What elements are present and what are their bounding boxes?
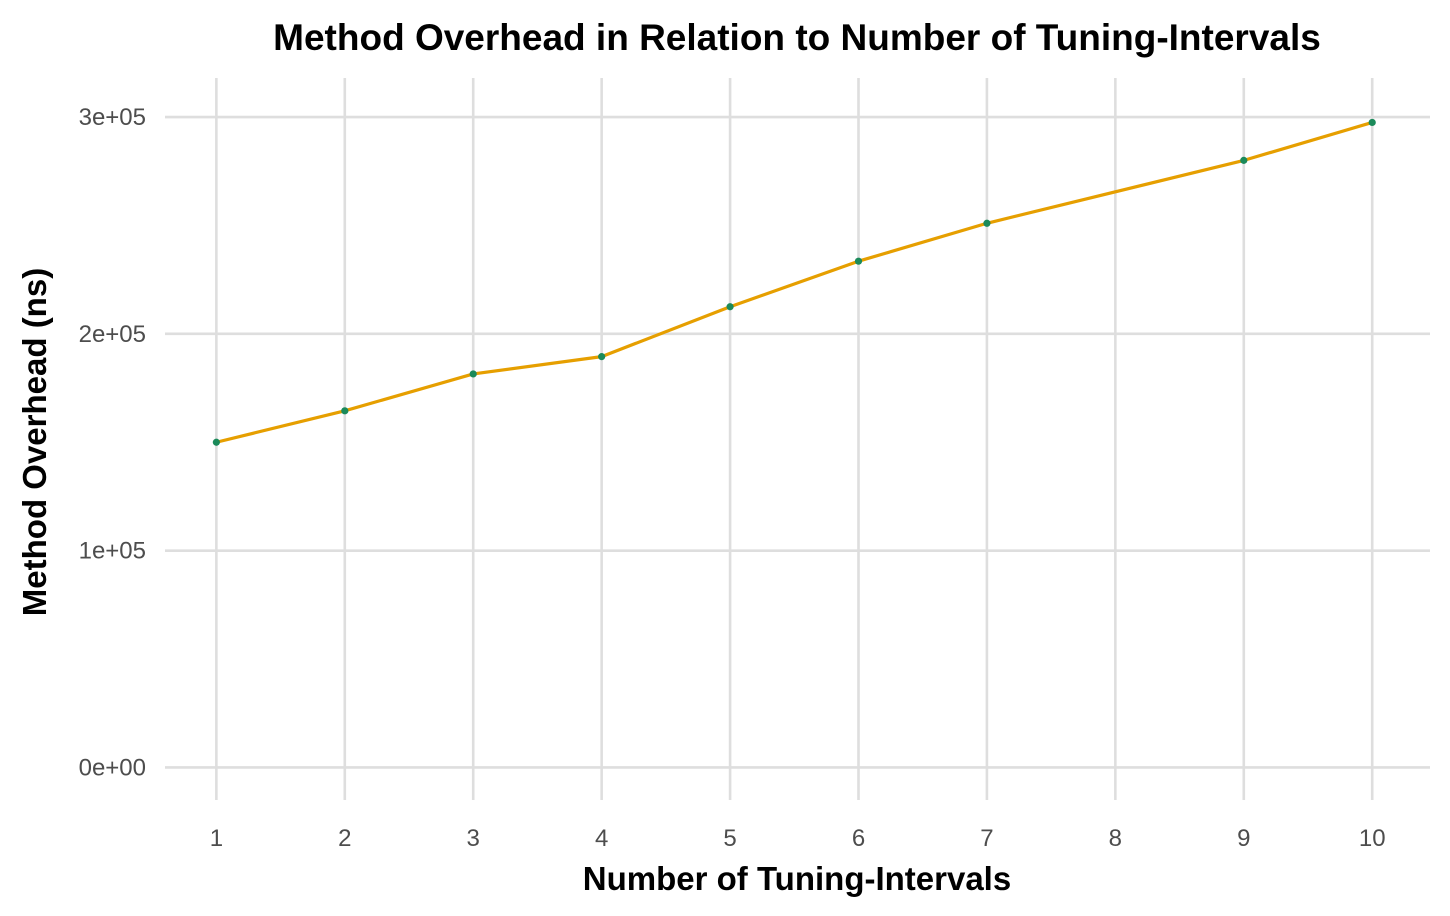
x-tick-label: 7 bbox=[980, 825, 993, 852]
x-tick-label: 6 bbox=[852, 825, 865, 852]
x-axis-title: Number of Tuning-Intervals bbox=[583, 860, 1011, 897]
data-point bbox=[1240, 156, 1248, 164]
x-tick-label: 1 bbox=[210, 825, 223, 852]
data-point bbox=[1368, 118, 1376, 127]
data-point bbox=[983, 219, 991, 227]
tick-labels: 1 2 3 4 5 6 7 8 9 10 0e+00 1e+05 2e+05 3e+05 bbox=[79, 104, 1386, 852]
x-tick-label: 10 bbox=[1359, 825, 1386, 852]
data-point bbox=[726, 303, 734, 311]
x-tick-label: 3 bbox=[467, 825, 480, 852]
y-tick-label: 2e+05 bbox=[79, 321, 146, 348]
x-tick-label: 5 bbox=[723, 825, 736, 852]
x-tick-label: 9 bbox=[1237, 825, 1250, 852]
grid bbox=[165, 78, 1430, 800]
y-axis-title: Method Overhead (ns) bbox=[16, 268, 53, 616]
series-line bbox=[214, 120, 1374, 444]
chart-title: Method Overhead in Relation to Number of… bbox=[273, 17, 1321, 58]
x-tick-label: 2 bbox=[338, 825, 351, 852]
y-tick-label: 1e+05 bbox=[79, 538, 146, 565]
data-point bbox=[341, 407, 349, 415]
data-point bbox=[212, 438, 220, 446]
x-tick-label: 4 bbox=[595, 825, 608, 852]
data-series bbox=[212, 118, 1376, 446]
data-point bbox=[469, 370, 477, 378]
x-tick-label: 8 bbox=[1109, 825, 1122, 852]
data-point bbox=[854, 257, 863, 265]
y-tick-label: 3e+05 bbox=[79, 104, 146, 131]
y-tick-label: 0e+00 bbox=[79, 754, 146, 781]
data-point bbox=[598, 353, 606, 361]
